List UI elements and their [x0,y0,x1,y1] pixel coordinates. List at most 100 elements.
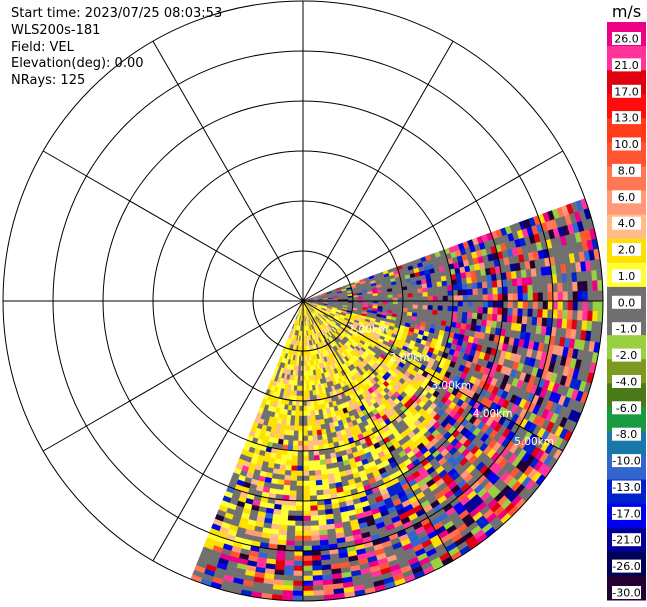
velocity-cell [476,275,483,283]
velocity-cell [417,300,424,306]
velocity-cell [302,590,314,597]
velocity-cell [302,530,312,537]
velocity-cell [417,288,423,294]
velocity-cell [297,455,304,462]
velocity-cell [319,539,329,546]
velocity-cell [296,485,304,492]
velocity-cell [302,395,307,402]
velocity-cell [293,550,304,557]
velocity-cell [492,287,499,295]
velocity-cell [305,370,309,377]
velocity-cell [402,300,409,305]
colorbar-tick-label: 0.0 [618,296,636,309]
velocity-cell [432,305,439,311]
velocity-cell [295,510,304,517]
velocity-cell [502,293,509,302]
velocity-cell [278,524,288,531]
velocity-cell [302,495,311,502]
velocity-cell [302,455,309,462]
velocity-cell [302,540,312,547]
velocity-cell [302,450,309,457]
velocity-cell [286,535,295,542]
velocity-cell [312,575,323,581]
velocity-cell [302,550,313,557]
velocity-cell [302,585,314,592]
velocity-cell [452,290,459,296]
velocity-cell [507,300,514,309]
velocity-cell [308,455,315,462]
velocity-cell [382,303,389,308]
velocity-cell [322,438,329,445]
velocity-cell [506,315,513,324]
velocity-cell [486,320,493,328]
velocity-cell [296,475,304,482]
velocity-cell [280,509,289,516]
velocity-cell [442,290,449,297]
velocity-cell [457,284,463,291]
velocity-cell [302,435,309,442]
velocity-cell [492,294,499,302]
velocity-cell [312,585,324,591]
velocity-cell [306,415,312,422]
velocity-cell [310,405,315,411]
velocity-cell [293,570,304,577]
velocity-cell [441,315,448,322]
colorbar-tick-label: 6.0 [618,191,636,204]
velocity-cell [466,312,473,319]
velocity-cell [406,285,413,291]
velocity-cell [457,289,464,296]
colorbar-tick-label: -26.0 [612,560,640,573]
velocity-cell [307,425,313,432]
velocity-cell [437,286,443,292]
velocity-cell [293,565,304,572]
velocity-cell [542,309,549,319]
velocity-cell [293,575,304,582]
velocity-cell [412,296,419,302]
velocity-cell [466,318,473,325]
velocity-cell [307,370,311,376]
velocity-cell [308,450,314,457]
velocity-cell [392,290,398,295]
velocity-cell [312,440,319,446]
velocity-cell [542,300,549,310]
velocity-cell [432,291,439,297]
velocity-cell [557,282,563,293]
velocity-cell [315,424,322,431]
velocity-cell [296,390,301,397]
velocity-cell [308,470,316,477]
velocity-cell [562,309,568,320]
velocity-cell [296,385,301,392]
velocity-cell [571,272,578,283]
velocity-cell [280,454,287,461]
velocity-cell [302,425,308,432]
velocity-cell [491,273,498,282]
velocity-cell [309,480,317,487]
velocity-cell [562,291,569,302]
velocity-cell [275,489,284,496]
velocity-cell [310,510,319,517]
velocity-cell [412,308,418,314]
velocity-cell [290,415,296,421]
velocity-cell [296,470,304,477]
velocity-cell [317,439,324,446]
velocity-cell [319,459,327,466]
velocity-cell [286,530,296,537]
velocity-cell [295,495,304,502]
velocity-cell [313,404,319,411]
velocity-cell [302,475,310,482]
velocity-cell [372,303,379,307]
velocity-cell [294,535,304,542]
velocity-cell [306,410,312,417]
velocity-cell [292,590,304,597]
velocity-cell [302,510,311,517]
colorbar-tick-label: -13.0 [612,481,640,494]
velocity-cell [527,284,534,294]
velocity-cell [592,290,599,302]
velocity-cell [302,485,310,492]
velocity-cell [472,306,479,314]
velocity-cell [472,288,479,296]
colorbar-tick-label: -4.0 [616,376,637,389]
colorbar-tick-label: 21.0 [614,59,639,72]
velocity-cell [308,385,313,391]
velocity-cell [567,310,573,320]
